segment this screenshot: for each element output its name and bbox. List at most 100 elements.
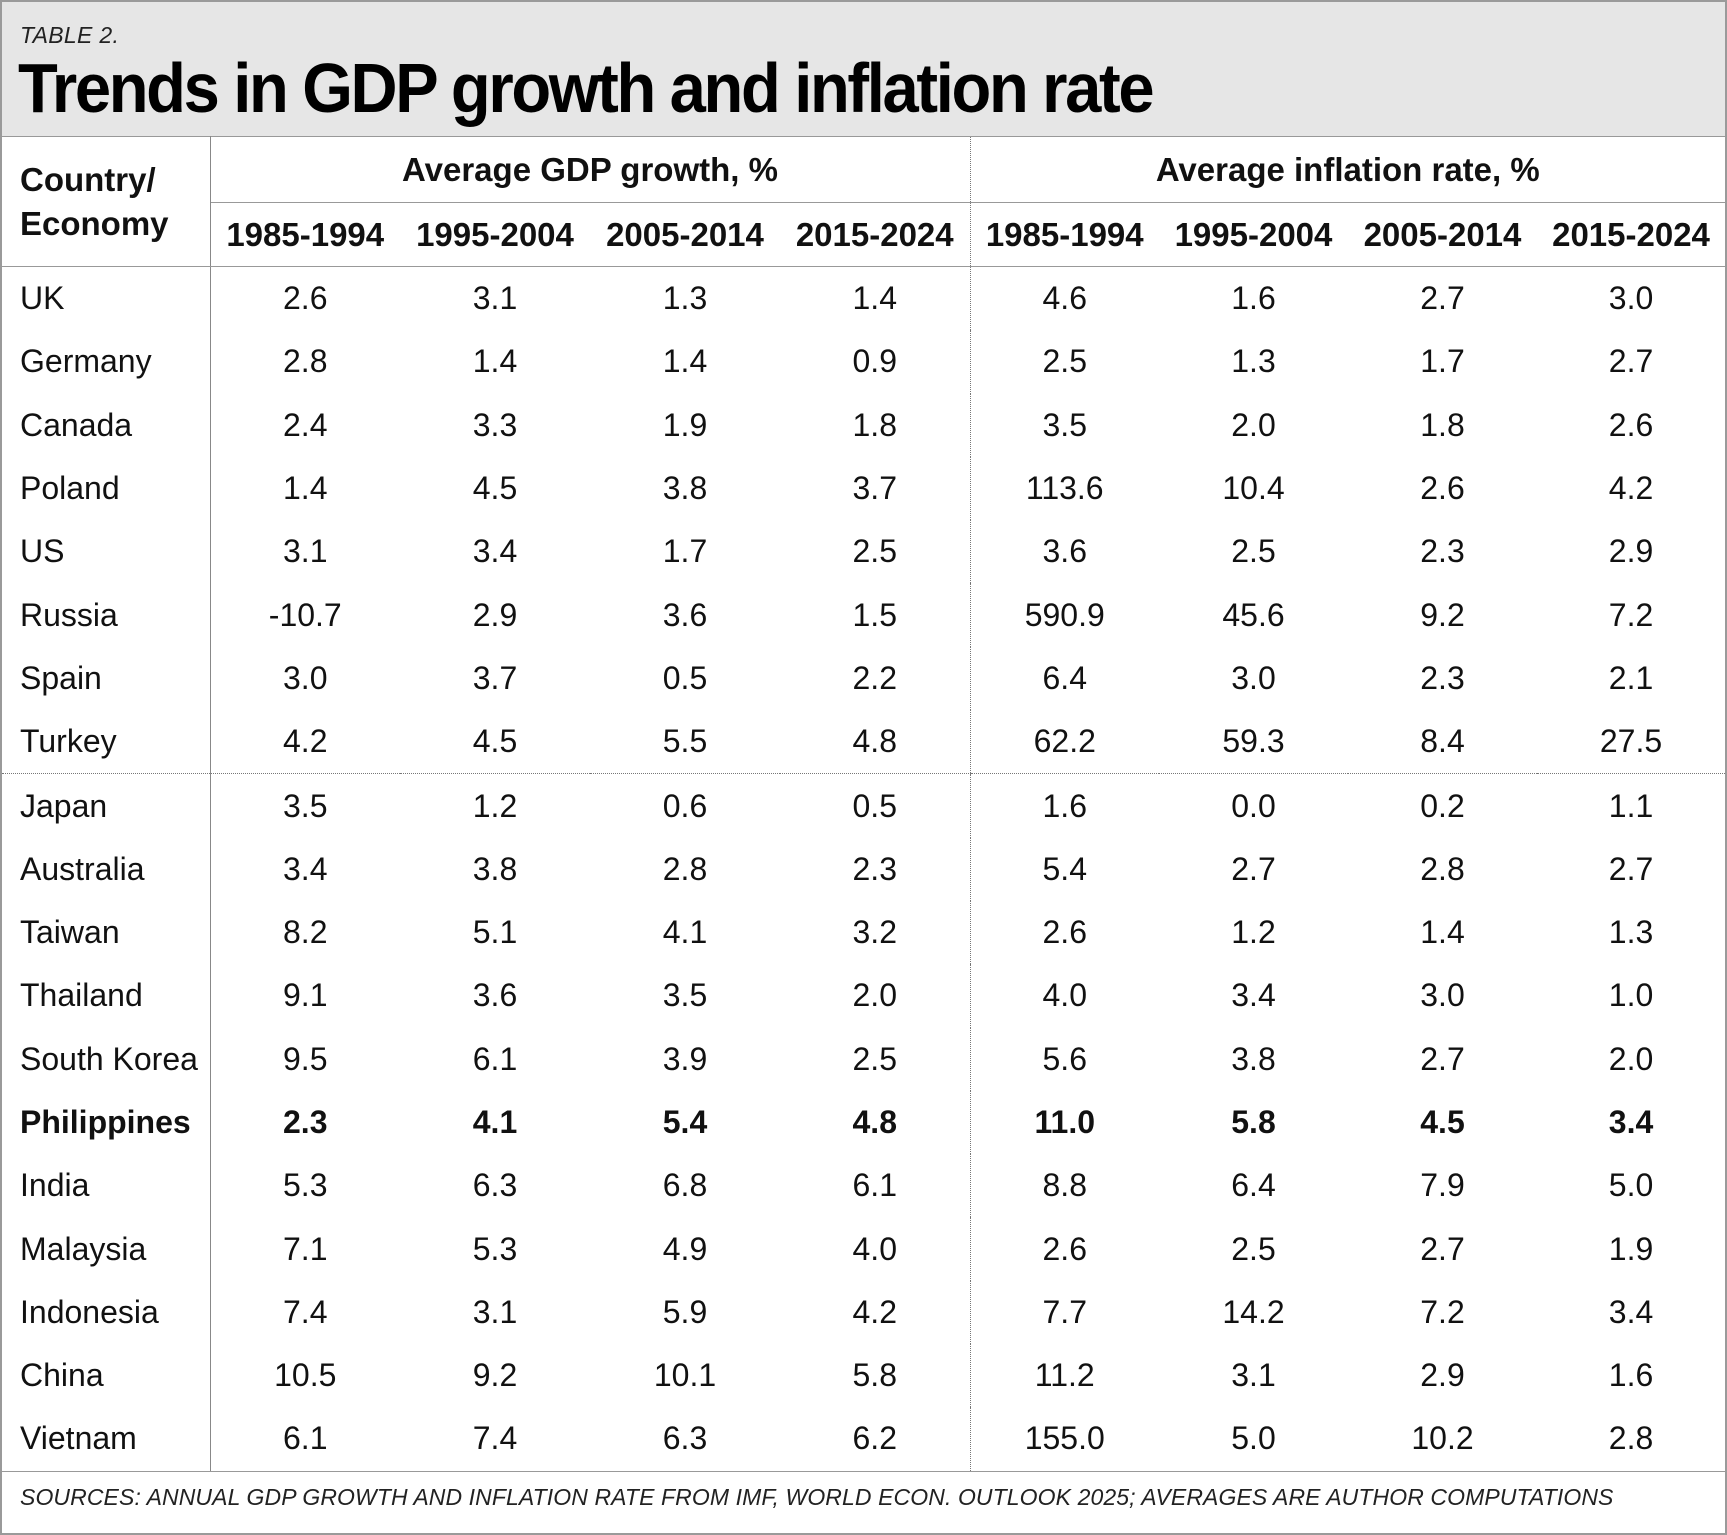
inflation-cell: 14.2 — [1222, 1293, 1285, 1330]
inflation-cell: 590.9 — [969, 583, 1159, 647]
table-row: Taiwan 8.2 5.1 4.1 3.2 2.6 1.2 1.4 1.3 — [2, 900, 1725, 965]
gdp-cell: 4.1 — [472, 1104, 518, 1140]
inflation-cell: 2.5 — [1231, 533, 1276, 570]
gdp-cell: 2.8 — [283, 343, 328, 380]
inflation-cell: 2.9 — [1608, 533, 1654, 570]
country-cell: Malaysia — [2, 1217, 211, 1281]
inflation-cell: 1.6 — [1231, 280, 1276, 317]
gdp-cell: 3.4 — [283, 850, 328, 887]
inflation-cell: 1.0 — [1608, 977, 1654, 1014]
gdp-cell: 3.7 — [472, 659, 518, 696]
inflation-cell: 1.6 — [969, 773, 1159, 838]
inflation-cell: 3.4 — [1608, 1293, 1654, 1330]
gdp-cell: 0.6 — [662, 787, 708, 824]
inflation-period-header: 1995-2004 — [1159, 202, 1348, 267]
inflation-cell: 7.2 — [1608, 596, 1654, 633]
inflation-cell: 1.8 — [1420, 406, 1465, 443]
inflation-cell: 5.4 — [969, 837, 1159, 901]
inflation-cell: 3.0 — [1231, 659, 1276, 696]
country-cell: Poland — [2, 456, 211, 521]
inflation-cell: 0.2 — [1420, 787, 1465, 824]
inflation-cell: 4.6 — [969, 266, 1159, 331]
gdp-cell: 4.5 — [400, 710, 590, 775]
gdp-cell: 5.8 — [852, 1357, 897, 1394]
gdp-cell: 3.8 — [662, 470, 708, 507]
inflation-cell: 2.5 — [969, 330, 1159, 394]
inflation-cell: 7.9 — [1420, 1167, 1465, 1204]
inflation-cell: 2.7 — [1608, 343, 1654, 380]
gdp-cell: 5.3 — [472, 1230, 518, 1267]
gdp-cell: 5.9 — [662, 1293, 708, 1330]
gdp-cell: 6.3 — [662, 1420, 708, 1457]
inflation-cell: 3.6 — [969, 520, 1159, 584]
inflation-cell: 1.3 — [1608, 914, 1654, 951]
inflation-cell: 2.6 — [969, 1217, 1159, 1281]
table-row: China 10.5 9.2 10.1 5.8 11.2 3.1 2.9 1.6 — [2, 1344, 1725, 1408]
inflation-cell: 2.3 — [1420, 533, 1465, 570]
gdp-cell: 3.8 — [472, 850, 518, 887]
gdp-cell: 0.5 — [852, 787, 897, 824]
gdp-cell: 4.8 — [780, 710, 970, 775]
gdp-cell: 2.3 — [283, 1104, 328, 1140]
gdp-cell: 2.3 — [852, 850, 897, 887]
gdp-cell: 5.3 — [283, 1167, 328, 1204]
inflation-cell: 2.6 — [1608, 406, 1654, 443]
table-header: Country/ Economy Average GDP growth, % A… — [2, 136, 1726, 267]
gdp-cell: 3.7 — [852, 470, 897, 507]
table-row: Indonesia 7.4 3.1 5.9 4.2 7.7 14.2 7.2 3.4 — [2, 1280, 1725, 1345]
inflation-cell: 2.8 — [1608, 1420, 1654, 1457]
gdp-cell: 1.4 — [472, 343, 518, 380]
table-row: Russia -10.7 2.9 3.6 1.5 590.9 45.6 9.2 7.2 — [2, 583, 1725, 647]
inflation-cell: 5.6 — [969, 1027, 1159, 1091]
country-cell: Germany — [2, 330, 211, 394]
gdp-period-header: 1995-2004 — [400, 202, 590, 267]
gdp-cell: 2.6 — [283, 280, 328, 317]
inflation-cell: 59.3 — [1159, 710, 1348, 775]
gdp-cell: 6.2 — [852, 1420, 897, 1457]
gdp-cell: 5.5 — [590, 710, 780, 775]
gdp-cell: 4.9 — [662, 1230, 708, 1267]
inflation-cell: 113.6 — [969, 456, 1159, 521]
country-cell: US — [2, 520, 211, 584]
gdp-cell: 2.5 — [852, 1040, 897, 1077]
inflation-cell: 2.7 — [1420, 1040, 1465, 1077]
gdp-cell: 10.1 — [653, 1357, 717, 1394]
inflation-cell: 3.5 — [969, 393, 1159, 457]
inflation-cell: 1.2 — [1231, 914, 1276, 951]
gdp-cell: 1.2 — [472, 787, 518, 824]
gdp-cell: 4.2 — [852, 1293, 897, 1330]
gdp-cell: 0.9 — [852, 343, 897, 380]
inflation-cell: 2.8 — [1420, 850, 1465, 887]
gdp-cell: 3.2 — [852, 914, 897, 951]
inflation-cell: 2.0 — [1231, 406, 1276, 443]
country-cell: Japan — [2, 773, 211, 838]
gdp-cell: 3.3 — [472, 406, 518, 443]
inflation-cell: 3.4 — [1608, 1104, 1654, 1140]
inflation-cell: 1.3 — [1231, 343, 1276, 380]
inflation-cell: 8.8 — [969, 1154, 1159, 1218]
table-row: UK 2.6 3.1 1.3 1.4 4.6 1.6 2.7 3.0 — [2, 266, 1725, 331]
gdp-cell: 2.5 — [852, 533, 897, 570]
table-row: Spain 3.0 3.7 0.5 2.2 6.4 3.0 2.3 2.1 — [2, 646, 1725, 711]
country-cell: UK — [2, 266, 211, 331]
inflation-cell: 1.7 — [1420, 343, 1465, 380]
gdp-cell: 3.5 — [662, 977, 708, 1014]
gdp-cell: 3.1 — [472, 280, 518, 317]
country-cell: Indonesia — [2, 1280, 211, 1345]
country-cell: Australia — [2, 837, 211, 901]
gdp-cell: 6.1 — [852, 1167, 897, 1204]
gdp-cell: 1.4 — [852, 280, 897, 317]
country-cell: India — [2, 1154, 211, 1218]
country-column-header: Country/ Economy — [2, 136, 211, 267]
gdp-cell: 6.1 — [472, 1040, 518, 1077]
country-cell: Thailand — [2, 964, 211, 1028]
country-cell: Canada — [2, 393, 211, 457]
inflation-period-header: 2015-2024 — [1537, 202, 1726, 267]
gdp-cell: 9.1 — [283, 977, 328, 1014]
gdp-cell: 2.0 — [852, 977, 897, 1014]
gdp-cell: 3.4 — [472, 533, 518, 570]
inflation-cell: 2.6 — [969, 900, 1159, 965]
table-row: Vietnam 6.1 7.4 6.3 6.2 155.0 5.0 10.2 2.8 — [2, 1407, 1725, 1471]
inflation-cell: 2.9 — [1420, 1357, 1465, 1394]
